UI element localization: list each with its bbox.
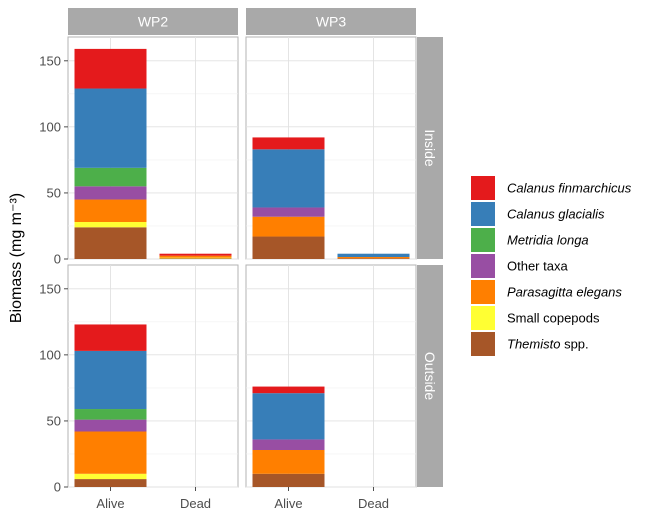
segment-calanus-glacialis [74, 350, 147, 410]
legend-label-metridia-longa: Metridia longa [507, 233, 589, 248]
segment-themisto [252, 236, 325, 259]
legend-item-small-copepods: Small copepods [471, 306, 600, 330]
x-tick-label-dead: Dead [180, 496, 211, 511]
strip-label-wp3: WP3 [316, 14, 347, 30]
strip-label-inside: Inside [422, 129, 438, 167]
segment-parasagitta-elegans [74, 431, 147, 474]
x-tick-label-alive: Alive [274, 496, 302, 511]
segment-calanus-glacialis [74, 88, 147, 168]
y-tick-label: 100 [39, 119, 61, 134]
panel-wp2-outside: 0 50 100 150 Alive Dead [39, 264, 239, 511]
legend: Calanus finmarchicus Calanus glacialis Met… [471, 176, 632, 356]
segment-calanus-finmarchicus [159, 253, 232, 256]
segment-other-taxa [74, 419, 147, 432]
segment-themisto [252, 473, 325, 487]
legend-item-other-taxa: Other taxa [471, 254, 568, 278]
legend-key-parasagitta-elegans [471, 280, 495, 304]
legend-label-other-taxa: Other taxa [507, 259, 568, 274]
legend-key-metridia-longa [471, 228, 495, 252]
legend-item-metridia-longa: Metridia longa [471, 228, 589, 252]
segment-small-copepods [74, 473, 147, 480]
segment-other-taxa [74, 186, 147, 200]
segment-parasagitta-elegans [252, 450, 325, 474]
segment-parasagitta-elegans [252, 216, 325, 237]
segment-calanus-finmarchicus [252, 137, 325, 150]
legend-item-themisto: Themisto spp. [471, 332, 589, 356]
y-tick-label: 50 [47, 185, 61, 200]
legend-label-calanus-finmarchicus: Calanus finmarchicus [507, 181, 632, 196]
y-tick-label: 50 [47, 413, 61, 428]
legend-key-calanus-finmarchicus [471, 176, 495, 200]
segment-calanus-finmarchicus [74, 48, 147, 89]
legend-label-themisto: Themisto spp. [507, 337, 589, 352]
strip-wp3: WP3 [246, 8, 416, 35]
y-tick-label: 0 [54, 480, 61, 495]
legend-key-small-copepods [471, 306, 495, 330]
strip-wp2: WP2 [68, 8, 238, 35]
legend-item-calanus-finmarchicus: Calanus finmarchicus [471, 176, 632, 200]
segment-themisto [74, 227, 147, 259]
segment-small-copepods [159, 257, 232, 259]
segment-parasagitta-elegans [337, 257, 410, 259]
segment-parasagitta-elegans [159, 255, 232, 258]
legend-label-small-copepods: Small copepods [507, 311, 600, 326]
y-axis-title: Biomass (mg m⁻³) [8, 193, 25, 323]
x-tick-label-dead: Dead [358, 496, 389, 511]
strip-inside: Inside [417, 37, 443, 259]
bar-wp2-outside-alive [74, 324, 147, 487]
legend-label-parasagitta-elegans: Parasagitta elegans [507, 285, 622, 300]
legend-key-themisto [471, 332, 495, 356]
strip-label-wp2: WP2 [138, 14, 169, 30]
segment-calanus-glacialis [337, 253, 410, 258]
bar-wp2-inside-alive [74, 48, 147, 259]
segment-small-copepods [74, 222, 147, 228]
segment-other-taxa [252, 439, 325, 450]
legend-key-calanus-glacialis [471, 202, 495, 226]
segment-calanus-finmarchicus [252, 386, 325, 394]
segment-metridia-longa [74, 167, 147, 187]
y-tick-label: 150 [39, 281, 61, 296]
panel-wp2-inside: 0 50 100 150 [39, 36, 239, 267]
segment-calanus-glacialis [252, 149, 325, 208]
y-tick-label: 0 [54, 252, 61, 267]
bar-wp2-inside-dead [159, 253, 232, 259]
bar-wp3-outside-alive [252, 386, 325, 487]
segment-other-taxa [252, 207, 325, 217]
legend-item-calanus-glacialis: Calanus glacialis [471, 202, 605, 226]
legend-label-calanus-glacialis: Calanus glacialis [507, 207, 605, 222]
strip-label-outside: Outside [422, 352, 438, 400]
strip-outside: Outside [417, 265, 443, 487]
bar-wp3-inside-dead [337, 253, 410, 259]
segment-parasagitta-elegans [74, 199, 147, 222]
segment-metridia-longa [74, 409, 147, 420]
y-tick-label: 100 [39, 347, 61, 362]
panel-wp3-outside: Alive Dead [245, 264, 417, 511]
segment-themisto [337, 258, 410, 259]
legend-key-other-taxa [471, 254, 495, 278]
segment-themisto [159, 258, 232, 259]
legend-item-parasagitta-elegans: Parasagitta elegans [471, 280, 622, 304]
panel-wp3-inside [245, 36, 417, 260]
y-tick-label: 150 [39, 53, 61, 68]
bar-wp3-inside-alive [252, 137, 325, 259]
segment-calanus-finmarchicus [74, 324, 147, 351]
x-tick-label-alive: Alive [96, 496, 124, 511]
segment-calanus-glacialis [252, 393, 325, 440]
segment-themisto [74, 479, 147, 487]
